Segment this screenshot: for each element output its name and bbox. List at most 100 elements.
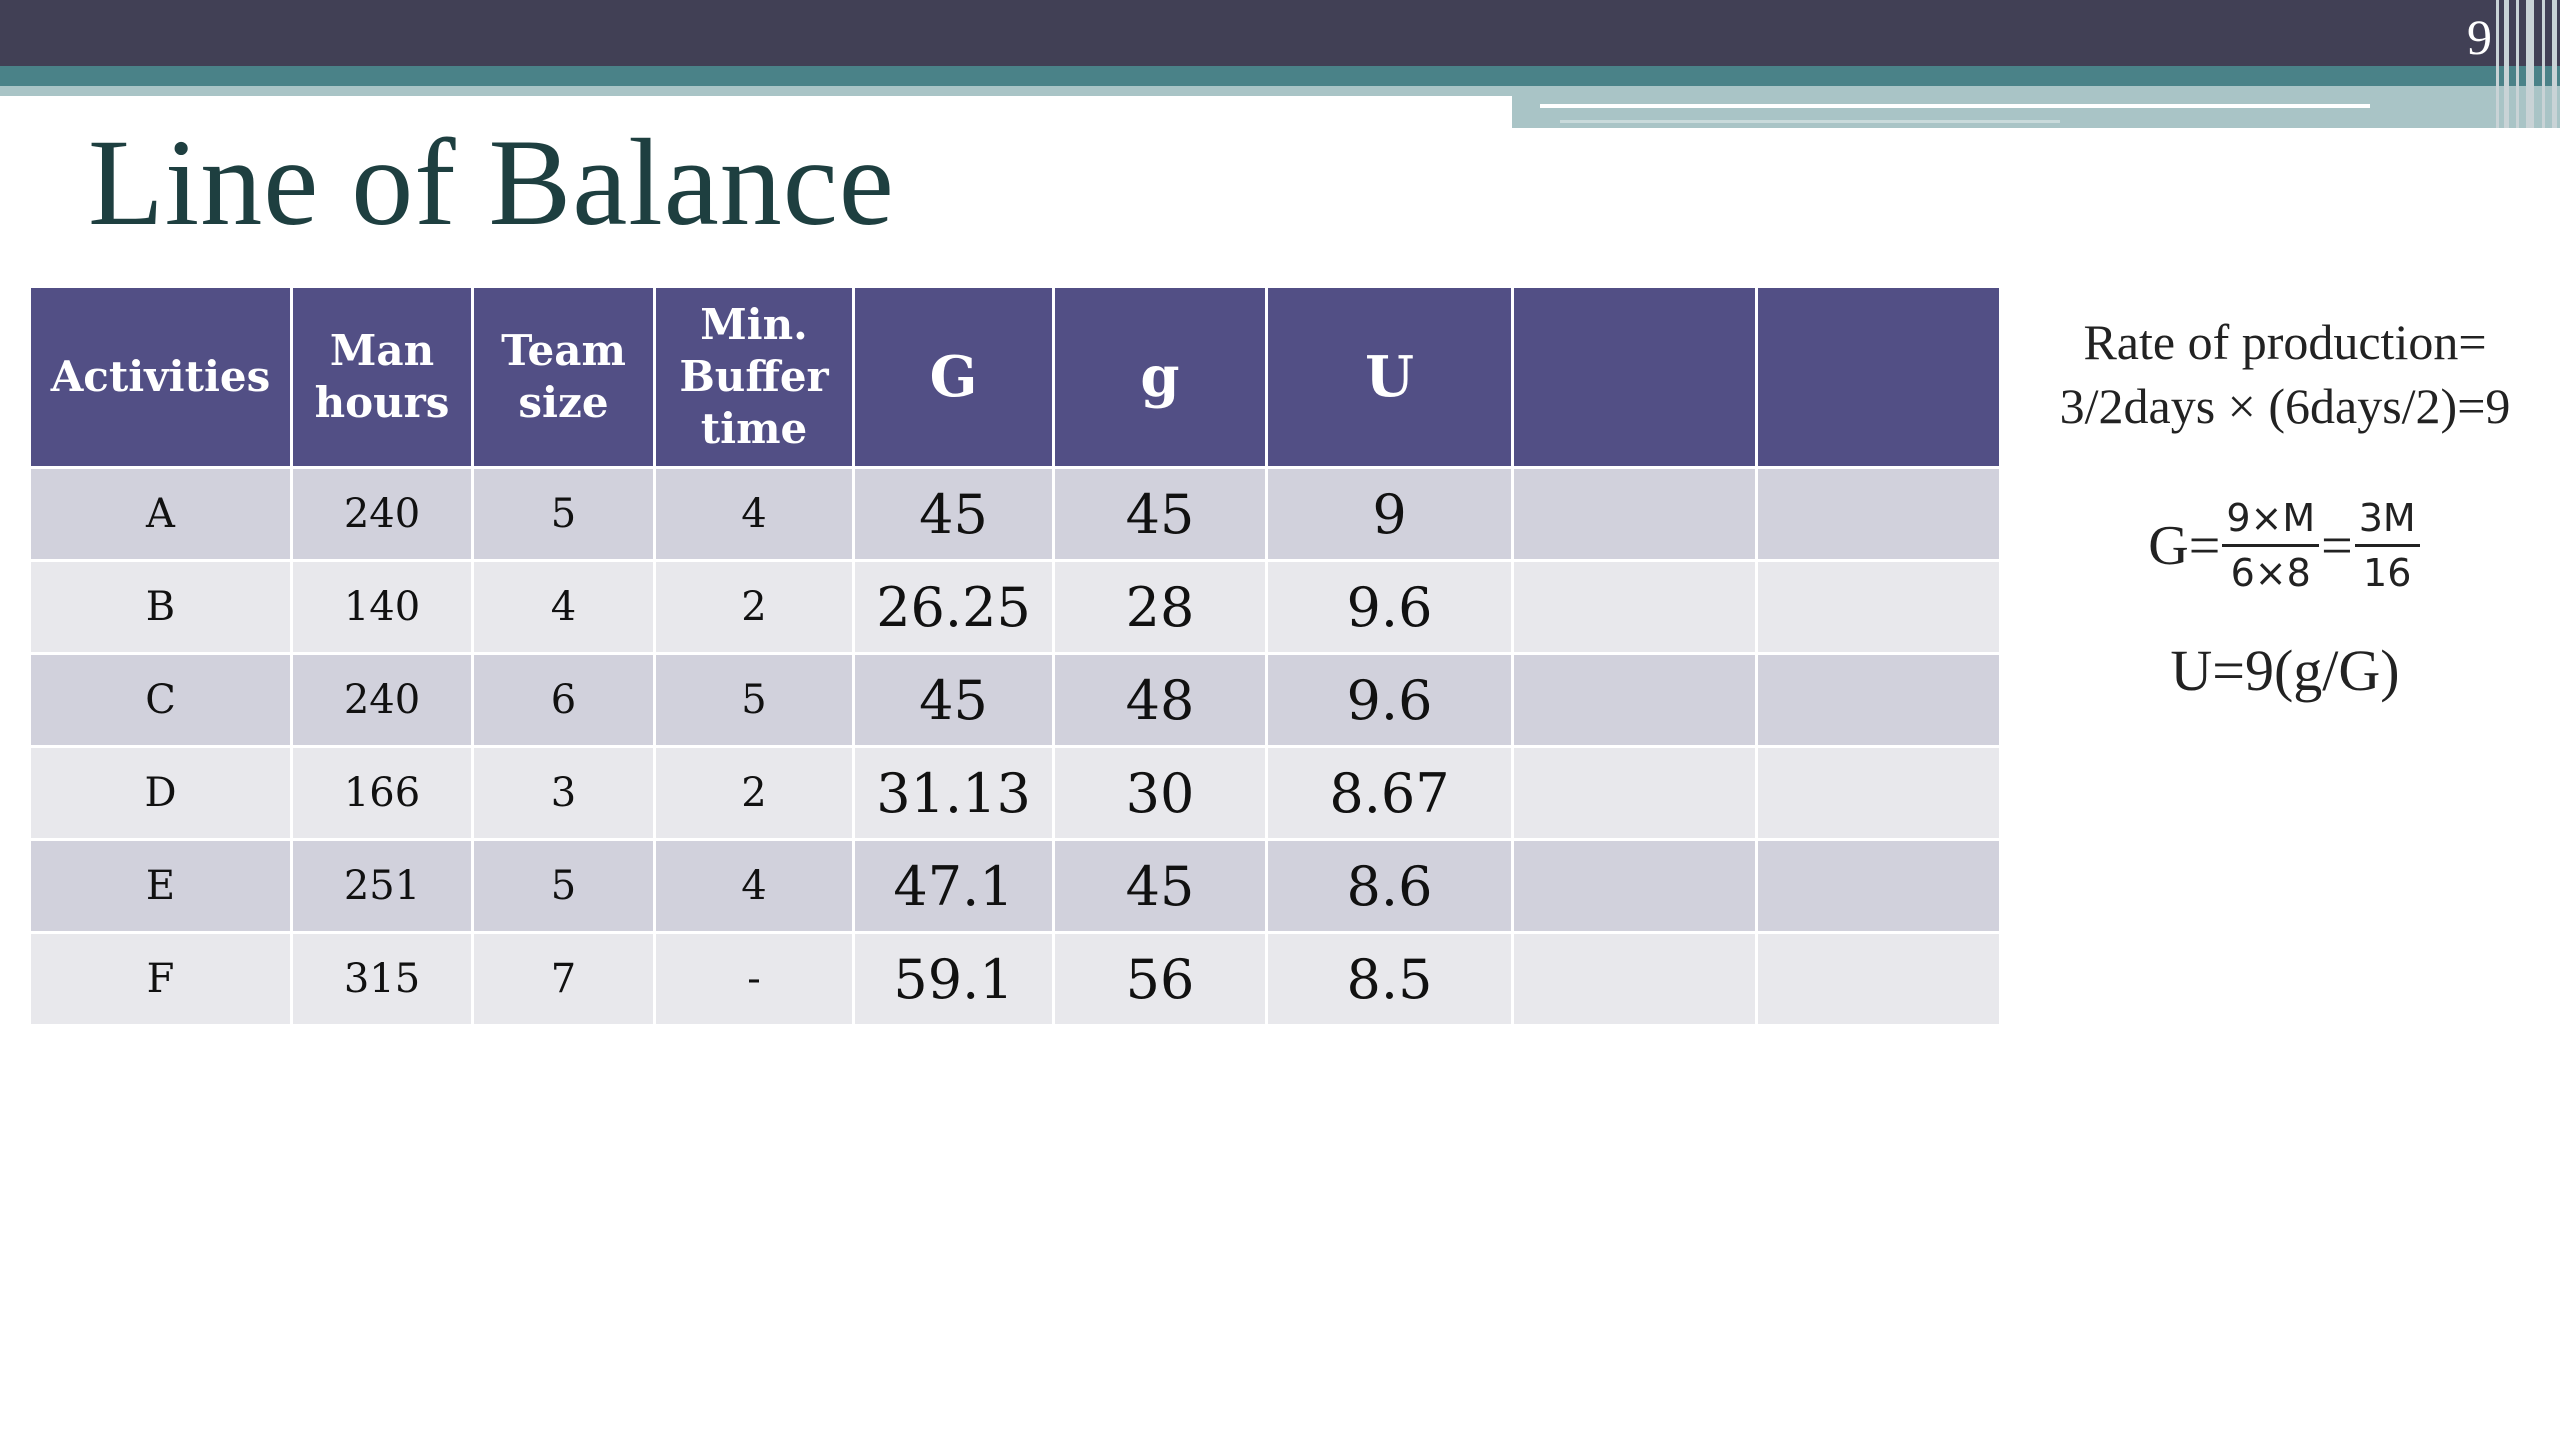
table-cell: 166 (290, 745, 474, 841)
table-cell (1511, 838, 1758, 934)
table-cell: 251 (290, 838, 474, 934)
fraction-numerator: 9×M (2222, 496, 2320, 547)
page-number: 9 (2467, 9, 2492, 65)
line-of-balance-table: Activities Man hours Team size Min. Buffer time… (28, 285, 2002, 1027)
column-header (1755, 285, 2002, 469)
accent-stripe (0, 66, 2560, 86)
table-cell (1755, 931, 2002, 1027)
table-row: A 240 5 4 45 45 9 (28, 466, 2002, 562)
column-header-text: Activities (50, 352, 271, 401)
column-header-text: Min. (700, 300, 808, 349)
column-header: Activities (28, 285, 293, 469)
table-body: A 240 5 4 45 45 9 B 140 4 2 26.25 28 9.6 C 240 6 5 45 48 9.6… (28, 466, 2002, 1027)
g-fraction-1: 9×M 6×8 (2222, 496, 2320, 595)
table-cell: - (653, 931, 855, 1027)
table-cell: A (28, 466, 293, 562)
fraction-numerator: 3M (2354, 496, 2420, 547)
formula-notes: Rate of production= 3/2days × (6days/2)=… (2010, 310, 2560, 704)
fraction-denominator: 16 (2363, 551, 2412, 595)
table-cell (1755, 652, 2002, 748)
table-cell: 45 (1052, 838, 1268, 934)
table-cell: 315 (290, 931, 474, 1027)
table-cell: F (28, 931, 293, 1027)
accent-stripe-light (0, 86, 1512, 96)
table-cell: 7 (471, 931, 656, 1027)
column-header-text: Buffer (679, 352, 829, 401)
corner-stripes (2492, 0, 2560, 128)
table-cell: 3 (471, 745, 656, 841)
table-cell: 28 (1052, 559, 1268, 655)
table-cell: B (28, 559, 293, 655)
table-row: D 166 3 2 31.13 30 8.67 (28, 745, 2002, 841)
table-cell: 4 (653, 466, 855, 562)
column-header: U (1265, 285, 1514, 469)
column-header: g (1052, 285, 1268, 469)
column-header (1511, 285, 1758, 469)
table-cell: 56 (1052, 931, 1268, 1027)
table-cell (1755, 559, 2002, 655)
table-row: E 251 5 4 47.1 45 8.6 (28, 838, 2002, 934)
table-cell: 2 (653, 559, 855, 655)
table-cell: 4 (653, 838, 855, 934)
column-header-text: G (929, 344, 978, 410)
table-cell: 45 (852, 652, 1055, 748)
column-header-text: hours (314, 378, 450, 427)
g-formula: G= 9×M 6×8 = 3M 16 (2010, 496, 2560, 595)
column-header: Min. Buffer time (653, 285, 855, 469)
column-header: Team size (471, 285, 656, 469)
table-cell: 45 (852, 466, 1055, 562)
fraction-denominator: 6×8 (2230, 551, 2311, 595)
table-cell: 9.6 (1265, 559, 1514, 655)
table-cell: 45 (1052, 466, 1268, 562)
table-cell: E (28, 838, 293, 934)
table-row: F 315 7-59.1 56 8.5 (28, 931, 2002, 1027)
slide-title: Line of Balance (88, 114, 895, 251)
table-cell: 26.25 (852, 559, 1055, 655)
rate-line-1: Rate of production= (2083, 314, 2487, 370)
table-cell: 8.67 (1265, 745, 1514, 841)
table-cell: 4 (471, 559, 656, 655)
table-row: C 240 6 5 45 48 9.6 (28, 652, 2002, 748)
rate-line-2: 3/2days × (6days/2)=9 (2059, 378, 2511, 434)
table-cell: 140 (290, 559, 474, 655)
table-cell (1511, 745, 1758, 841)
table-cell: 9.6 (1265, 652, 1514, 748)
g-prefix: G= (2148, 514, 2221, 577)
table-cell (1755, 466, 2002, 562)
table-cell: 47.1 (852, 838, 1055, 934)
equals-sign: = (2321, 514, 2353, 577)
g-fraction-2: 3M 16 (2354, 496, 2420, 595)
table-cell: C (28, 652, 293, 748)
table-cell: 8.5 (1265, 931, 1514, 1027)
accent-rule (1540, 104, 2370, 108)
table-cell: 48 (1052, 652, 1268, 748)
table-cell: 5 (471, 838, 656, 934)
table-cell: 240 (290, 652, 474, 748)
table-cell: 8.6 (1265, 838, 1514, 934)
top-decorative-bar (0, 0, 2560, 66)
column-header-text: g (1140, 344, 1180, 410)
column-header-text: U (1365, 344, 1414, 410)
column-header: G (852, 285, 1055, 469)
table-cell (1755, 838, 2002, 934)
column-header-text: Team (501, 326, 626, 375)
table-cell: 30 (1052, 745, 1268, 841)
table-cell: 240 (290, 466, 474, 562)
accent-rule (1560, 120, 2060, 123)
table-cell: 2 (653, 745, 855, 841)
table-cell: 5 (471, 466, 656, 562)
table-cell: D (28, 745, 293, 841)
column-header-text: Man (329, 326, 435, 375)
table-row: B 140 4 2 26.25 28 9.6 (28, 559, 2002, 655)
column-header-text: size (518, 378, 609, 427)
table-cell (1511, 466, 1758, 562)
u-formula: U=9(g/G) (2170, 638, 2400, 703)
table-cell: 6 (471, 652, 656, 748)
table-cell: 59.1 (852, 931, 1055, 1027)
table-header-row: Activities Man hours Team size Min. Buffer time… (28, 285, 2002, 469)
table-cell: 31.13 (852, 745, 1055, 841)
table-cell (1755, 745, 2002, 841)
table-cell: 5 (653, 652, 855, 748)
rate-of-production: Rate of production= 3/2days × (6days/2)=… (2010, 310, 2560, 438)
table-cell (1511, 931, 1758, 1027)
